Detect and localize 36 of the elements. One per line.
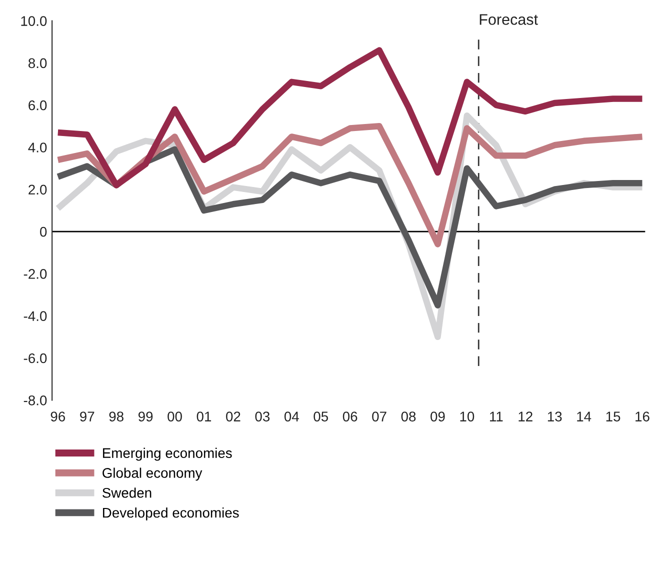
x-tick-label: 16 (636, 412, 650, 422)
x-tick-label: 11 (490, 412, 503, 422)
y-tick-label: -8.0 (24, 395, 47, 406)
x-tick-label: 05 (314, 412, 328, 422)
x-tick-label: 00 (168, 412, 182, 422)
y-tick-label: 0 (40, 226, 47, 237)
y-tick-label: -6.0 (24, 353, 47, 364)
x-tick-label: 98 (109, 412, 124, 422)
legend-label: Emerging economies (103, 448, 232, 461)
ref-line-label: Forecast (480, 14, 538, 25)
x-tick-label: 96 (50, 412, 66, 422)
y-tick-label: -4.0 (24, 311, 47, 322)
y-tick-label: 6.0 (28, 100, 47, 110)
x-tick-label: 09 (430, 412, 445, 422)
y-tick-label: -2.0 (24, 269, 47, 279)
x-tick-label: 13 (548, 412, 562, 422)
x-tick-label: 99 (138, 412, 153, 422)
x-tick-label: 08 (401, 412, 416, 422)
x-tick-label: 04 (284, 412, 299, 422)
y-tick-label: 4.0 (28, 142, 47, 152)
x-tick-label: 03 (255, 412, 270, 422)
legend-label: Global economy (102, 468, 202, 481)
legend-label: Sweden (102, 488, 152, 498)
y-tick-label: 8.0 (28, 58, 47, 68)
x-tick-label: 12 (518, 412, 532, 422)
x-tick-label: 06 (342, 412, 358, 422)
x-tick-label: 02 (226, 412, 240, 422)
legend-label: Developed economies (103, 507, 239, 520)
y-tick-label: 2.0 (28, 184, 47, 195)
x-tick-label: 01 (196, 412, 212, 422)
x-tick-label: 97 (80, 412, 94, 422)
x-tick-label: 14 (577, 412, 592, 422)
x-tick-label: 07 (372, 412, 386, 422)
x-tick-label: 10 (460, 412, 474, 422)
x-tick-label: 15 (606, 412, 620, 422)
y-tick-label: 10.0 (21, 16, 47, 26)
